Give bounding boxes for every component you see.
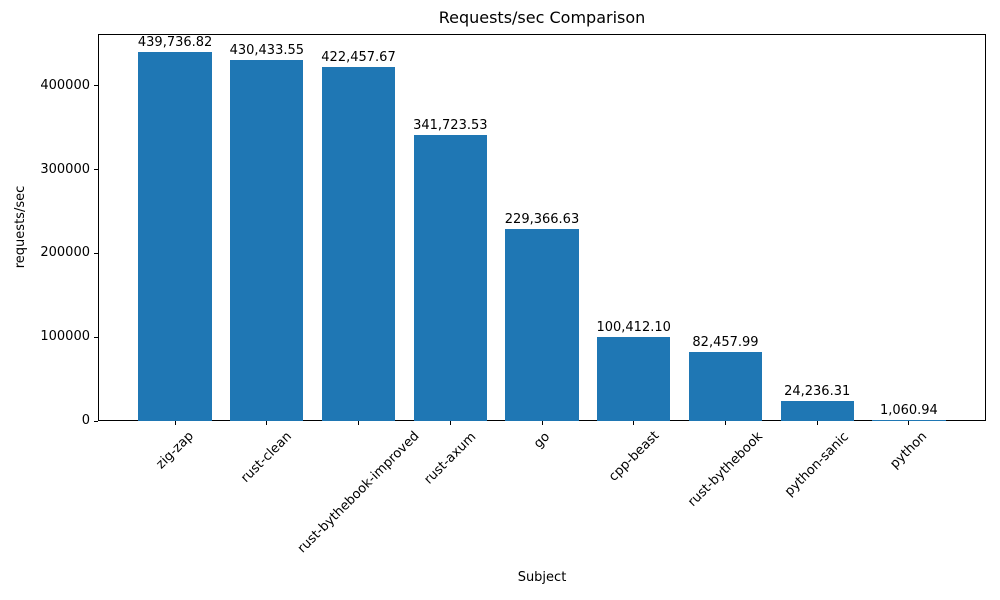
x-tick-mark xyxy=(908,421,910,425)
x-tick-mark xyxy=(266,421,268,425)
x-tick-mark xyxy=(174,421,176,425)
x-tick-label: go xyxy=(531,428,554,452)
bar xyxy=(230,60,304,421)
x-tick-label: rust-bythebook-improved xyxy=(294,428,423,557)
bar-value-label: 422,457.67 xyxy=(321,49,396,65)
x-tick-mark xyxy=(725,421,726,425)
y-tick-label: 300000 xyxy=(40,161,90,177)
bar xyxy=(413,134,487,421)
bar-value-label: 430,433.55 xyxy=(229,43,305,59)
bar xyxy=(872,420,946,422)
x-tick-mark xyxy=(541,421,543,425)
y-tick-label: 400000 xyxy=(40,77,90,93)
x-axis-label: Subject xyxy=(517,570,567,585)
x-tick-label: zig-zap xyxy=(153,428,198,473)
bar xyxy=(138,52,212,421)
y-tick-mark xyxy=(94,169,98,171)
bar xyxy=(780,400,854,421)
x-tick-label: rust-axum xyxy=(421,429,480,487)
x-tick-mark xyxy=(449,421,451,425)
x-tick-mark xyxy=(358,421,359,425)
x-tick-label: cpp-beast xyxy=(605,428,662,485)
y-tick-mark xyxy=(94,85,98,87)
x-tick-label: rust-clean xyxy=(238,428,296,486)
x-tick-mark xyxy=(633,421,635,425)
bar xyxy=(597,336,671,421)
bar-value-label: 100,412.10 xyxy=(596,319,671,335)
y-tick-mark xyxy=(94,336,98,338)
y-tick-label: 0 xyxy=(81,413,90,428)
x-tick-label: python-sanic xyxy=(782,429,853,499)
chart-title: Requests/sec Comparison xyxy=(438,8,646,27)
y-tick-mark xyxy=(94,420,98,422)
y-tick-mark xyxy=(94,252,98,254)
bar-value-label: 1,060.94 xyxy=(879,403,938,419)
bar-value-label: 24,236.31 xyxy=(784,383,851,399)
x-tick-mark xyxy=(816,421,818,425)
bar xyxy=(321,66,396,421)
bar-value-label: 439,736.82 xyxy=(137,35,213,51)
bar-value-label: 82,457.99 xyxy=(692,334,759,350)
y-tick-label: 200000 xyxy=(40,245,90,261)
x-tick-label: python xyxy=(887,428,931,472)
y-tick-label: 100000 xyxy=(40,329,90,345)
bar xyxy=(688,351,763,421)
bar-value-label: 229,366.63 xyxy=(504,211,580,227)
bar xyxy=(505,228,579,421)
x-tick-label: rust-bythebook xyxy=(685,428,766,510)
bar-value-label: 341,723.53 xyxy=(413,117,488,133)
